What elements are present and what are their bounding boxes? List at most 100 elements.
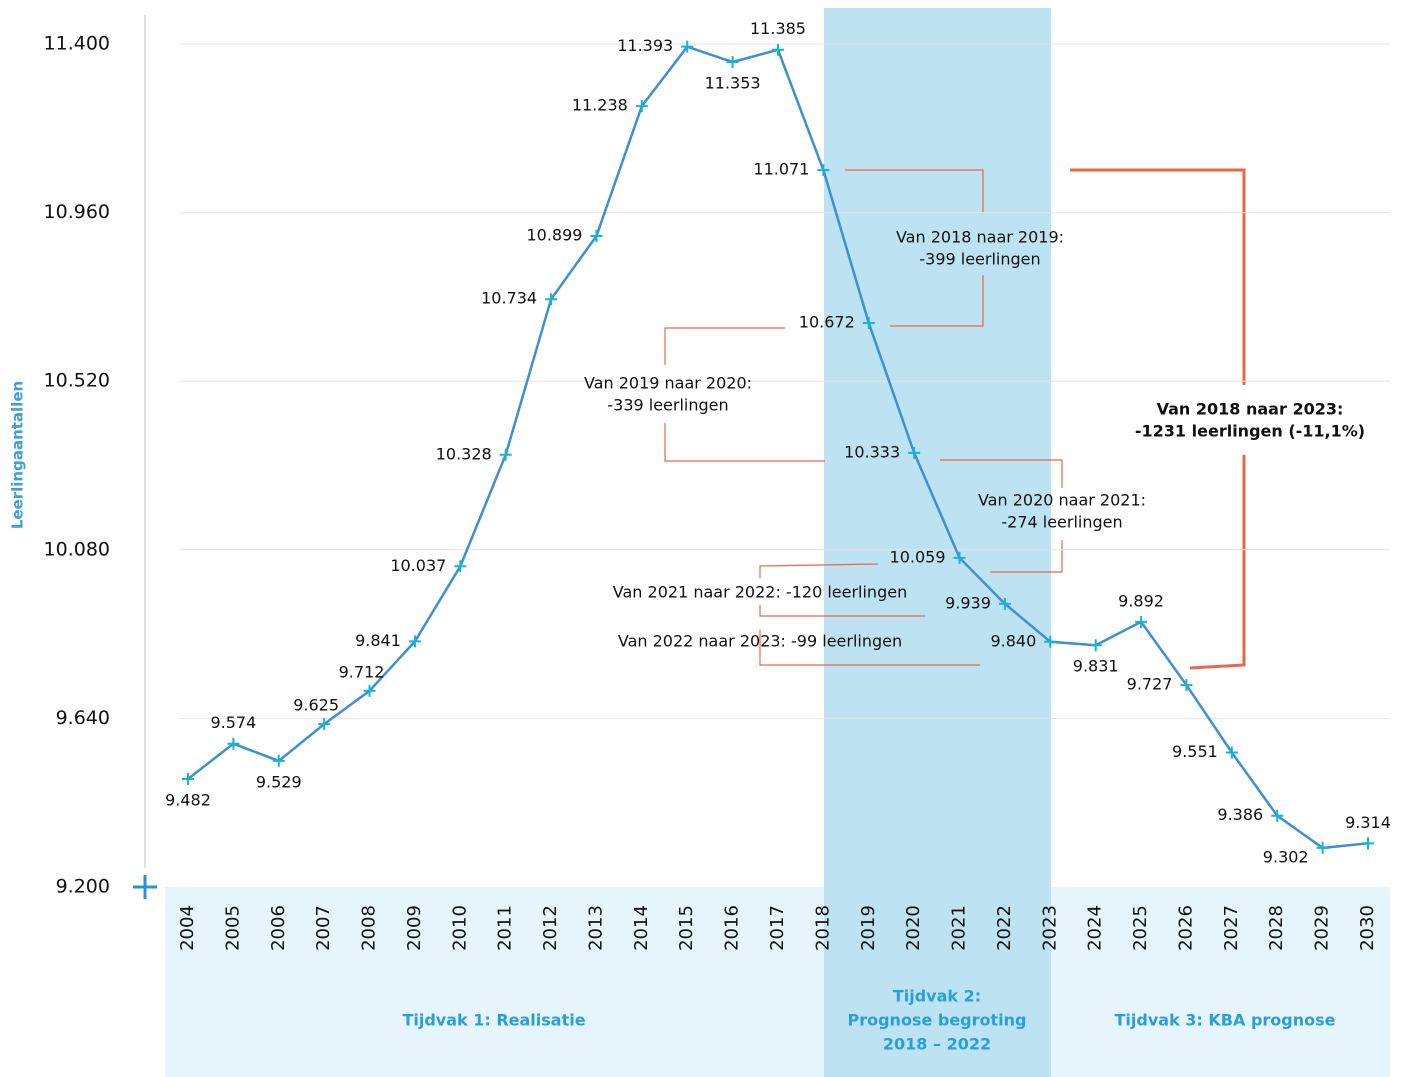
annotation: -274 leerlingen bbox=[1001, 513, 1122, 532]
data-label: 9.727 bbox=[1127, 675, 1173, 694]
x-tick-label: 2028 bbox=[1266, 905, 1287, 951]
marker bbox=[1271, 809, 1284, 822]
data-label: 9.625 bbox=[293, 696, 339, 715]
annotation: Van 2018 naar 2023: bbox=[1157, 400, 1344, 419]
data-label: 9.831 bbox=[1073, 657, 1119, 676]
y-tick-label: 10.080 bbox=[44, 538, 110, 560]
x-tick-label: 2022 bbox=[994, 905, 1015, 951]
marker bbox=[272, 754, 285, 767]
x-tick-label: 2025 bbox=[1130, 905, 1151, 951]
forecast-band bbox=[824, 8, 1051, 1077]
data-label: 11.353 bbox=[705, 74, 761, 93]
x-tick-label: 2020 bbox=[903, 905, 924, 951]
data-label: 10.333 bbox=[844, 442, 900, 461]
marker bbox=[1044, 635, 1057, 648]
y-tick-label: 10.960 bbox=[44, 201, 110, 223]
bracket bbox=[845, 169, 984, 213]
y-tick-label: 11.400 bbox=[44, 33, 110, 55]
bracket bbox=[759, 605, 925, 617]
period-label: Tijdvak 1: Realisatie bbox=[402, 1011, 585, 1030]
marker bbox=[1316, 841, 1329, 854]
data-label: 11.385 bbox=[750, 19, 806, 38]
x-tick-label: 2004 bbox=[177, 905, 198, 951]
data-label: 9.574 bbox=[210, 713, 256, 732]
bracket bbox=[759, 563, 879, 578]
data-label: 10.059 bbox=[890, 547, 946, 566]
data-label: 10.672 bbox=[799, 312, 855, 331]
bracket bbox=[1189, 455, 1246, 670]
marker bbox=[635, 100, 648, 113]
data-label: 9.386 bbox=[1217, 805, 1263, 824]
data-label: 9.840 bbox=[990, 631, 1036, 650]
bracket bbox=[1070, 168, 1246, 385]
marker bbox=[499, 448, 512, 461]
y-tick-label: 10.520 bbox=[44, 370, 110, 392]
annotation: Van 2019 naar 2020: bbox=[584, 374, 752, 393]
data-label: 9.314 bbox=[1345, 813, 1391, 832]
x-tick-label: 2012 bbox=[540, 905, 561, 951]
x-tick-label: 2006 bbox=[268, 905, 289, 951]
data-label: 9.529 bbox=[256, 772, 302, 791]
x-tick-label: 2013 bbox=[585, 905, 606, 951]
annotation: -1231 leerlingen (-11,1%) bbox=[1135, 422, 1365, 441]
annotation: -399 leerlingen bbox=[919, 250, 1040, 269]
data-label: 10.899 bbox=[526, 225, 582, 244]
annotation: -339 leerlingen bbox=[607, 396, 728, 415]
data-label: 9.482 bbox=[165, 790, 211, 809]
marker bbox=[182, 772, 194, 785]
marker bbox=[1180, 679, 1193, 692]
marker bbox=[1089, 639, 1102, 652]
bracket bbox=[664, 327, 785, 365]
data-label: 11.071 bbox=[753, 160, 809, 179]
period-label: Tijdvak 2: bbox=[893, 987, 981, 1006]
bracket bbox=[890, 275, 984, 327]
x-tick-label: 2011 bbox=[495, 905, 516, 951]
x-tick-label: 2008 bbox=[359, 905, 380, 951]
marker bbox=[454, 560, 467, 573]
data-label: 11.393 bbox=[617, 36, 673, 55]
data-label: 9.939 bbox=[945, 593, 991, 612]
period-label: 2018 – 2022 bbox=[883, 1035, 991, 1054]
data-label: 10.328 bbox=[436, 444, 492, 463]
data-label: 9.551 bbox=[1172, 742, 1218, 761]
marker bbox=[862, 316, 875, 329]
marker bbox=[545, 293, 558, 306]
marker bbox=[772, 43, 784, 56]
marker bbox=[408, 635, 421, 648]
x-tick-label: 2024 bbox=[1085, 905, 1106, 951]
marker bbox=[998, 597, 1011, 610]
x-tick-label: 2017 bbox=[767, 905, 788, 951]
axis-origin-marker bbox=[133, 875, 157, 899]
marker bbox=[953, 551, 966, 564]
annotation: Van 2020 naar 2021: bbox=[978, 491, 1146, 510]
x-tick-label: 2010 bbox=[449, 905, 470, 951]
marker bbox=[227, 737, 240, 750]
marker bbox=[726, 56, 739, 69]
marker bbox=[1135, 615, 1148, 628]
x-tick-label: 2014 bbox=[631, 905, 652, 951]
data-label: 10.037 bbox=[390, 556, 446, 575]
x-tick-label: 2027 bbox=[1221, 905, 1242, 951]
bracket bbox=[940, 459, 1063, 488]
data-label: 9.841 bbox=[355, 631, 401, 650]
marker bbox=[908, 446, 921, 459]
data-label: 9.712 bbox=[339, 662, 385, 681]
x-tick-label: 2009 bbox=[404, 905, 425, 951]
period-band bbox=[165, 887, 1390, 1077]
x-tick-label: 2026 bbox=[1175, 905, 1196, 951]
bracket bbox=[759, 630, 980, 666]
bracket bbox=[664, 423, 825, 462]
y-tick-label: 9.640 bbox=[56, 707, 110, 729]
x-tick-label: 2021 bbox=[949, 905, 970, 951]
annotation: Van 2022 naar 2023: -99 leerlingen bbox=[618, 632, 902, 651]
annotation: Van 2021 naar 2022: -120 leerlingen bbox=[613, 583, 907, 602]
brackets bbox=[664, 168, 1246, 670]
data-label: 11.238 bbox=[572, 96, 628, 115]
period-label: Prognose begroting bbox=[847, 1011, 1026, 1030]
data-label: 9.302 bbox=[1263, 847, 1309, 866]
data-label: 9.892 bbox=[1118, 591, 1164, 610]
y-tick-label: 9.200 bbox=[56, 876, 110, 898]
marker bbox=[681, 40, 694, 53]
x-tick-label: 2016 bbox=[722, 905, 743, 951]
